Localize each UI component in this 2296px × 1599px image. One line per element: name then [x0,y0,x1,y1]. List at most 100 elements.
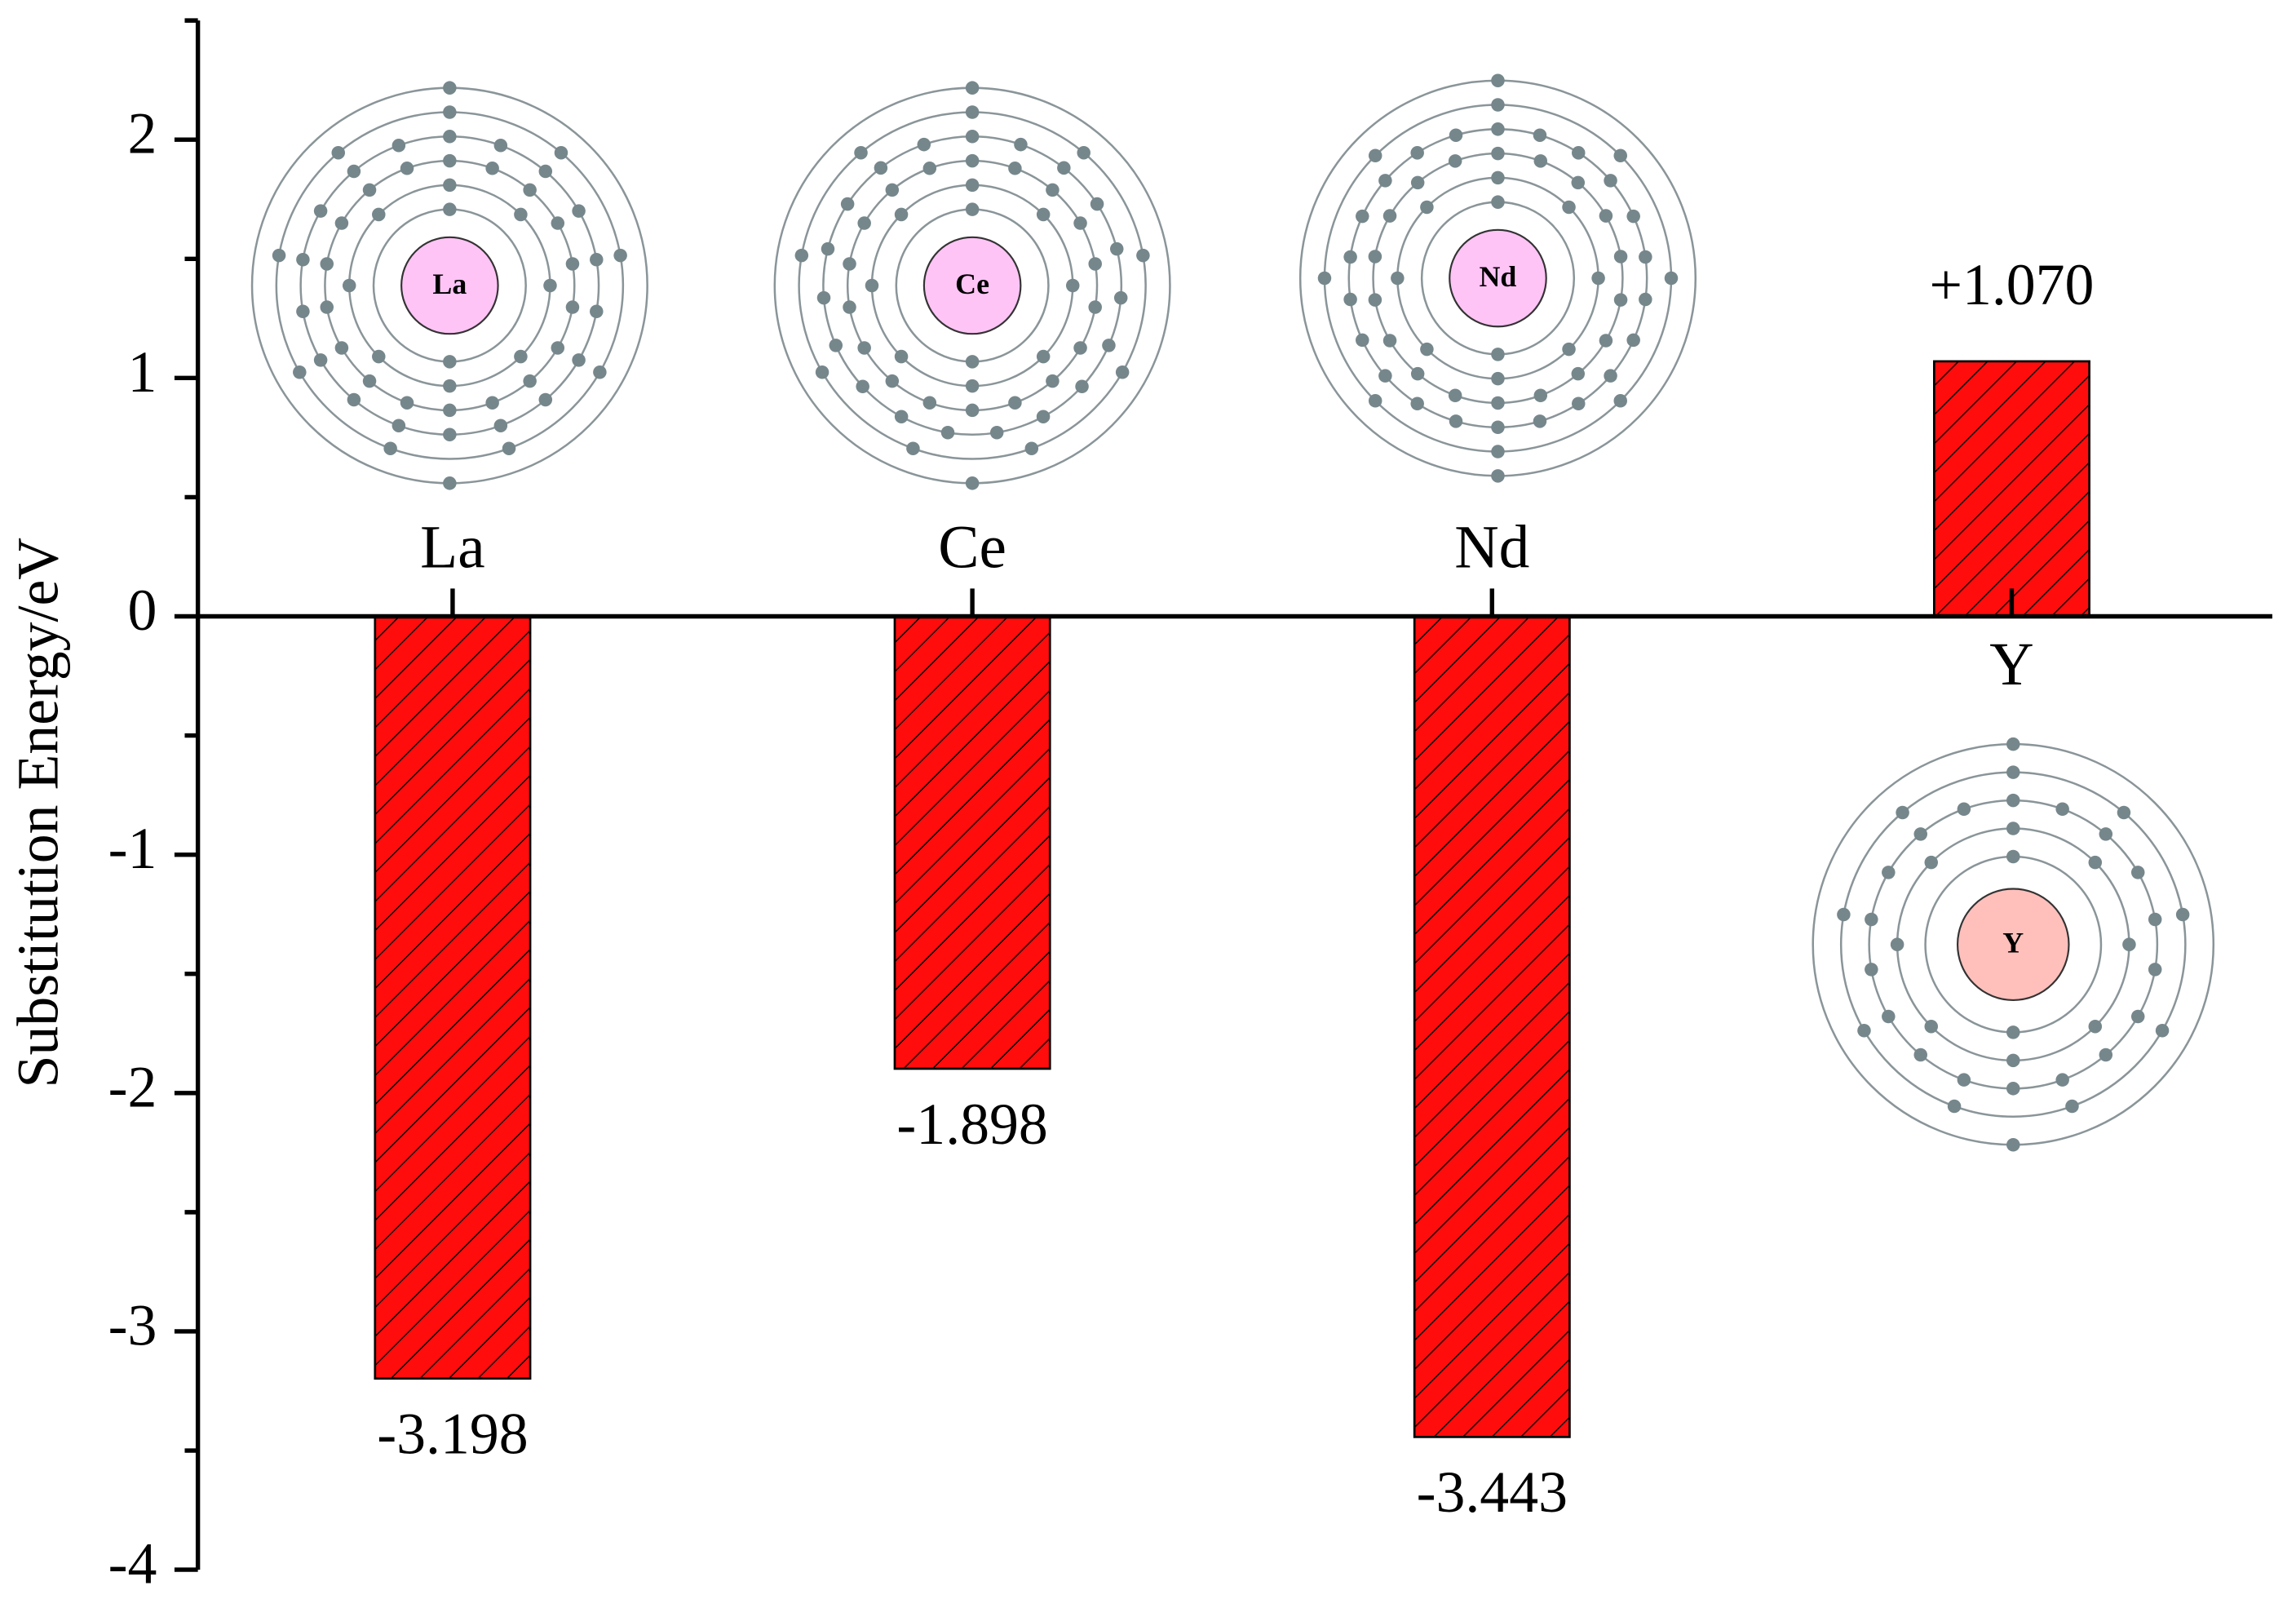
electron [443,355,457,369]
electron [1024,441,1039,455]
electron [843,300,856,314]
electron [821,241,835,256]
atom-diagram: La [250,81,648,490]
value-label: -3.198 [377,1402,528,1467]
electron [1533,414,1547,428]
electron [1562,200,1576,215]
electron [906,441,920,455]
electron [400,162,414,175]
y-tick-label: -2 [108,1054,157,1119]
x-tick-label: Y [1989,631,2033,698]
electron [1572,146,1586,160]
electron [1368,293,1382,307]
electron [1343,292,1357,307]
electron [372,207,386,222]
electron [965,153,980,168]
electron [565,300,580,314]
electron [965,105,980,119]
electron [1626,333,1640,348]
electron [1077,145,1090,160]
electron [1491,73,1505,87]
electron [2099,827,2113,841]
electron [1410,146,1424,160]
electron [1343,250,1357,264]
electron [613,248,627,263]
electron [593,365,607,379]
electron [1882,1009,1896,1024]
electron [1890,937,1904,951]
electron [965,379,980,393]
electron [2148,912,2162,927]
electron [1604,369,1617,383]
electron [1382,334,1397,348]
electron [1533,388,1548,402]
electron [874,161,888,175]
electron [538,164,553,179]
electron [1014,137,1028,152]
electron [443,427,457,441]
electron [965,202,980,216]
electron [514,207,528,222]
electron [2088,1019,2103,1034]
electron [843,257,856,271]
electron [1491,171,1505,185]
electron [320,257,334,271]
electron [1449,128,1463,142]
electron [1410,175,1425,190]
atom-diagram: Nd [1298,73,1697,483]
electron [493,419,508,432]
electron [2006,1053,2020,1068]
electron [2006,1137,2020,1152]
electron [331,145,346,160]
nucleus [922,236,1022,335]
electron [443,476,457,490]
electron [572,204,586,218]
electron [865,278,879,293]
electron [2130,1009,2145,1024]
electron [2006,849,2020,864]
electron [965,130,980,144]
electron [1599,209,1613,223]
bar [893,615,1051,1070]
electron [885,183,900,197]
electron [857,216,871,230]
electron [2117,805,2131,820]
electron [1448,388,1462,402]
electron [1382,209,1397,223]
electron [590,253,604,267]
nucleus-label: Nd [1480,260,1517,293]
electron [2065,1099,2079,1114]
electron [1391,271,1405,286]
electron [1837,907,1851,922]
atom-diagram: Ce [773,81,1171,490]
electron [1036,207,1051,222]
value-label: -3.443 [1417,1459,1568,1525]
electron [1317,271,1332,286]
y-tick-label: -3 [108,1292,157,1358]
electron [854,145,868,160]
electron [885,374,900,388]
electron [2148,963,2162,977]
y-tick-label: 2 [127,101,157,166]
electron [1613,394,1627,408]
electron [1613,293,1628,307]
electron [965,403,980,418]
electron [443,130,457,144]
electron [1639,292,1652,307]
electron [1102,339,1116,352]
electron [2006,765,2020,779]
electron [1368,250,1382,264]
electron [1368,148,1382,163]
electron [1491,445,1505,458]
electron [1356,209,1369,224]
electron [1882,866,1896,879]
electron [1639,250,1652,264]
electron [1562,342,1576,357]
electron [856,379,869,394]
electron [590,304,604,318]
electron [1036,349,1051,364]
electron [1533,154,1548,168]
electron [502,441,516,455]
value-label: +1.070 [1929,252,2094,317]
